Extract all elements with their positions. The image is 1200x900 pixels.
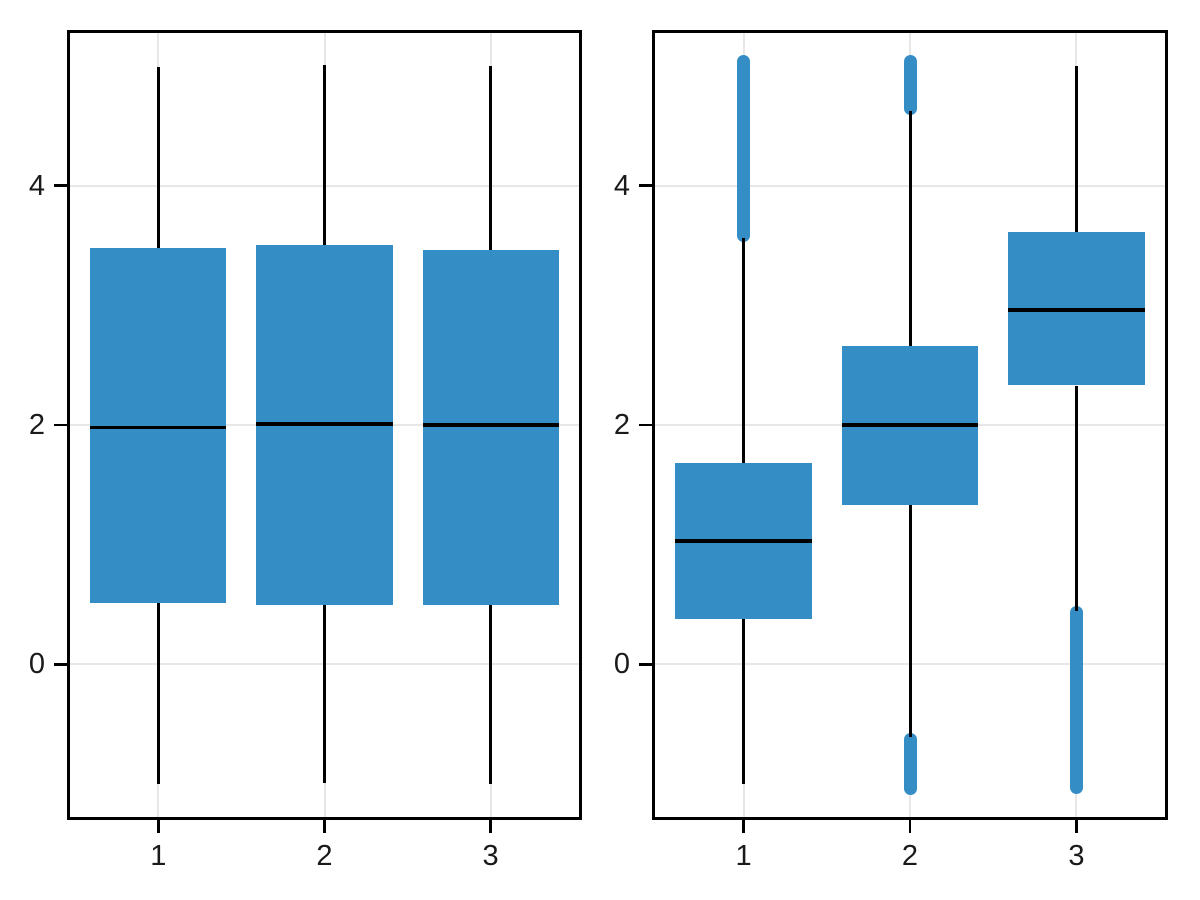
lower-whisker	[489, 604, 493, 785]
y-tick-label: 4	[613, 169, 630, 202]
upper-whisker	[489, 65, 493, 251]
x-tick-label: 2	[316, 840, 333, 872]
y-axis-tick	[639, 663, 652, 666]
x-axis-tick	[323, 820, 326, 833]
outlier-strip	[1069, 606, 1083, 795]
lower-whisker	[742, 618, 746, 785]
y-axis-tick	[639, 423, 652, 427]
x-axis-tick	[742, 820, 745, 833]
upper-whisker	[908, 111, 912, 346]
y-tick-label: 4	[28, 169, 45, 202]
upper-whisker	[323, 64, 326, 246]
y-tick-label: 0	[28, 648, 45, 681]
boxplot-panel-left: 0 2 4 1 2 3	[29, 30, 582, 872]
lower-whisker	[156, 603, 160, 785]
iqr-box	[90, 247, 227, 604]
median-line	[841, 423, 979, 427]
x-tick-label: 3	[1068, 840, 1085, 872]
x-axis-tick	[1075, 820, 1078, 833]
median-line	[1008, 308, 1145, 312]
y-axis-tick	[54, 423, 67, 427]
lower-whisker	[323, 604, 326, 783]
boxplot-panel-right: 0 2 4 1 2 3	[614, 30, 1168, 872]
y-tick-label: 2	[28, 409, 45, 441]
y-axis-tick	[54, 184, 67, 187]
x-tick-label: 1	[735, 840, 752, 872]
upper-whisker	[1074, 65, 1078, 233]
y-axis-tick	[54, 663, 67, 666]
y-axis-tick	[639, 184, 652, 187]
y-tick-label: 2	[613, 409, 630, 441]
x-axis-tick	[908, 820, 912, 833]
x-tick-label: 2	[901, 840, 919, 872]
outlier-strip	[737, 54, 751, 243]
median-line	[90, 425, 227, 430]
x-tick-label: 3	[482, 840, 499, 872]
outlier-strip	[903, 733, 917, 796]
median-line	[675, 539, 812, 543]
outlier-strip	[903, 54, 917, 116]
median-line	[422, 423, 559, 427]
upper-whisker	[156, 67, 160, 248]
upper-whisker	[742, 238, 746, 464]
y-tick-label: 0	[613, 648, 630, 681]
lower-whisker	[908, 505, 912, 738]
x-axis-tick	[157, 820, 160, 833]
x-axis-tick	[489, 820, 492, 833]
lower-whisker	[1074, 385, 1078, 611]
iqr-box	[422, 250, 559, 605]
x-tick-label: 1	[150, 840, 167, 872]
median-line	[256, 422, 393, 426]
